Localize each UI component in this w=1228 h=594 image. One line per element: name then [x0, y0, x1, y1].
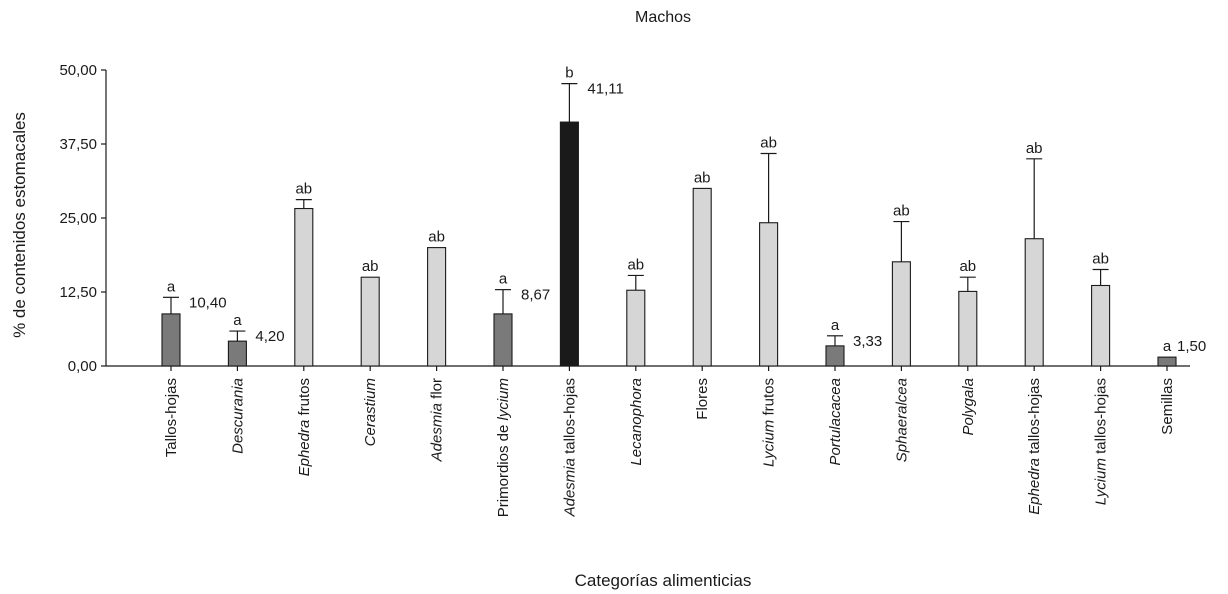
bar — [294, 207, 314, 367]
bar — [825, 345, 845, 367]
axes: 0,00 12,50 25,00 37,50 50,00 — [59, 62, 1190, 375]
significance-letter: ab — [760, 134, 777, 151]
bar — [759, 222, 779, 367]
bar — [692, 187, 712, 367]
x-tick-label: Ephedra tallos-hojas — [1026, 378, 1043, 515]
data-label: 4,20 — [255, 328, 284, 345]
bars: a 10,40 a 4,20 ab ab ab a 8,67 b 41,11 ab ab ab a 3,33 a… — [161, 65, 1206, 367]
bar — [626, 289, 646, 367]
x-tick-label: Tallos-hojas — [163, 378, 180, 457]
bar — [360, 276, 380, 367]
x-tick-label: Descurania — [229, 378, 246, 454]
bar — [1091, 284, 1111, 367]
bar — [227, 340, 247, 367]
x-tick-label: Lycium frutos — [761, 378, 778, 467]
significance-letter: ab — [295, 181, 312, 198]
significance-letter: ab — [428, 229, 445, 246]
significance-letter: ab — [1026, 140, 1043, 157]
bar — [891, 261, 911, 367]
x-tick-labels: Tallos-hojas Descurania Ephedra frutos Cera… — [163, 378, 1176, 517]
x-tick-label: Polygala — [960, 378, 977, 436]
y-tick-label: 25,00 — [59, 210, 97, 227]
x-tick-label: Semillas — [1159, 378, 1176, 435]
x-tick-label: Portulacacea — [827, 378, 844, 466]
significance-letter: a — [831, 317, 840, 334]
significance-letter: ab — [959, 258, 976, 275]
data-label: 1,50 — [1177, 338, 1206, 355]
y-tick-label: 50,00 — [59, 62, 97, 79]
bar — [1157, 356, 1177, 367]
significance-letter: a — [167, 278, 176, 295]
x-tick-label: Lecanophora — [628, 378, 645, 466]
bar — [161, 313, 181, 367]
significance-letter: a — [499, 271, 508, 288]
data-label: 10,40 — [189, 294, 227, 311]
x-tick-label: Ephedra frutos — [296, 378, 313, 476]
bar — [958, 290, 978, 367]
significance-letter: ab — [362, 258, 379, 275]
significance-letter: ab — [627, 256, 644, 273]
bar — [493, 313, 513, 367]
significance-letter: a — [233, 312, 242, 329]
significance-letter: ab — [893, 203, 910, 220]
significance-letter: ab — [694, 169, 711, 186]
x-tick-label: Flores — [694, 378, 711, 420]
significance-letter: b — [565, 65, 573, 82]
significance-letter: a — [1163, 338, 1172, 355]
x-axis-label: Categorías alimenticias — [575, 571, 752, 590]
bar — [1024, 238, 1044, 367]
data-label: 3,33 — [853, 333, 882, 350]
x-tick-label: Lycium tallos-hojas — [1093, 378, 1110, 505]
bar — [559, 121, 579, 367]
data-label: 41,11 — [587, 81, 623, 98]
significance-letter: ab — [1092, 251, 1109, 268]
x-tick-label: Sphaeralcea — [893, 378, 910, 462]
x-tick-label: Primordios de lycium — [495, 378, 512, 517]
x-tick-label: Adesmia flor — [429, 378, 446, 462]
y-tick-label: 12,50 — [59, 284, 97, 301]
y-tick-label: 0,00 — [68, 358, 97, 375]
x-tick-label: Adesmia tallos-hojas — [561, 378, 578, 517]
bar — [427, 247, 447, 367]
x-tick-label: Cerastium — [362, 378, 379, 446]
y-tick-label: 37,50 — [59, 136, 97, 153]
data-label: 8,67 — [521, 287, 550, 304]
chart-title: Machos — [635, 9, 691, 26]
y-axis-label: % de contenidos estomacales — [10, 112, 29, 338]
